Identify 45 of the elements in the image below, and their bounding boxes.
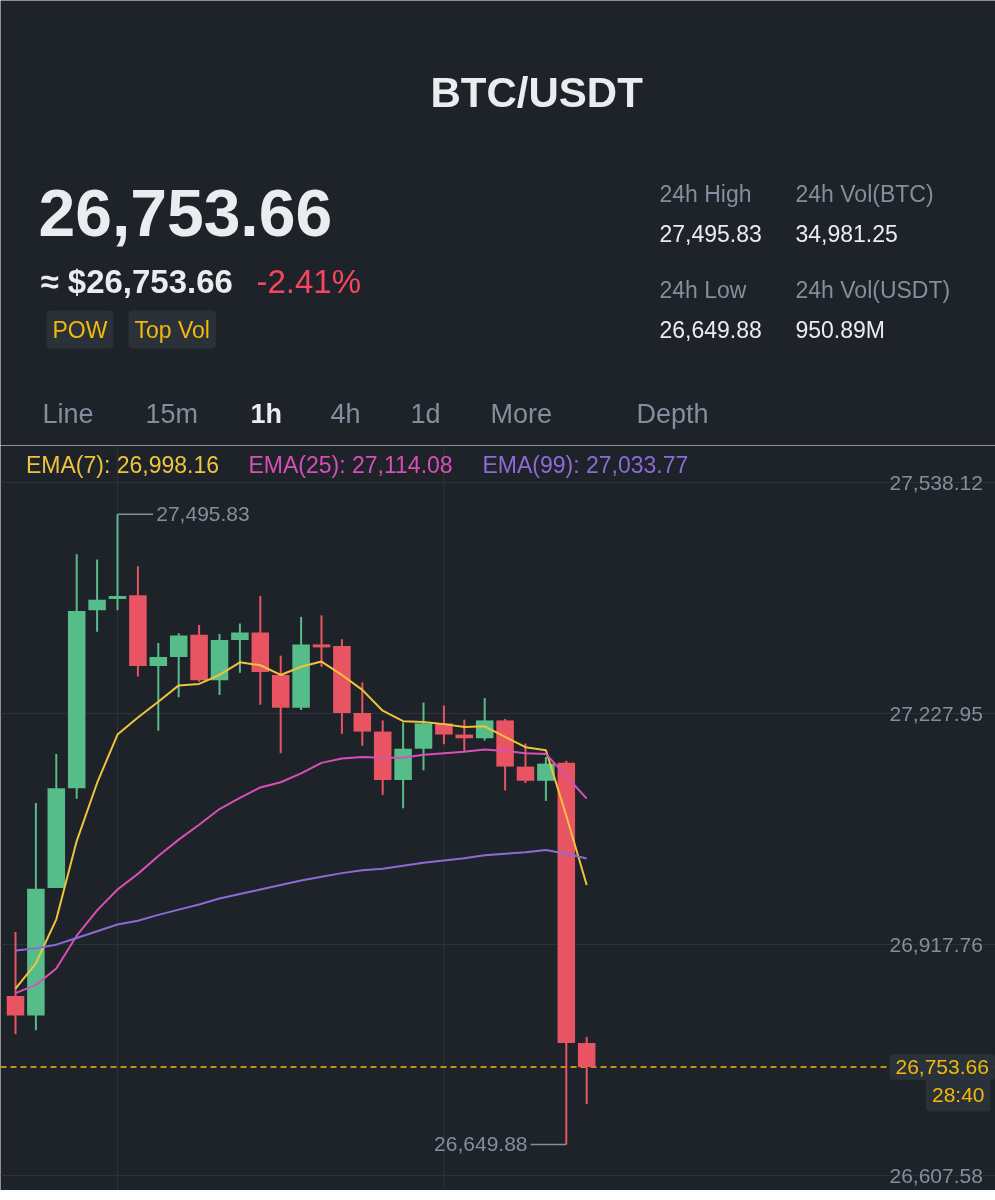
text: 24h Vol(USDT) <box>795 276 951 303</box>
text: 1h <box>250 398 283 429</box>
y-tick-label: 26,607.58 <box>889 1163 983 1187</box>
y-tick-label: 27,227.95 <box>889 701 983 725</box>
text: 34,981.25 <box>795 221 898 247</box>
text: 15m <box>145 398 199 429</box>
text: 24h Low <box>659 276 747 303</box>
line-series <box>14 748 588 995</box>
annotation: 26,649.88 <box>434 1132 528 1156</box>
ref-line-label: 26,753.66 <box>895 1055 989 1079</box>
line-series <box>14 660 588 990</box>
text: 950.89M <box>795 316 886 343</box>
text: 1d <box>410 398 441 429</box>
candlestick <box>169 632 188 699</box>
text: Line <box>42 398 94 429</box>
text: More <box>490 398 553 429</box>
text: 4h <box>330 398 361 429</box>
candlestick <box>231 622 249 674</box>
text: EMA(99): 27,033.77 <box>482 452 689 479</box>
annotation: 27,495.83 <box>156 502 250 526</box>
text: EMA(25): 27,114.08 <box>248 452 453 479</box>
text: 24h High <box>659 180 752 207</box>
text: Depth <box>636 398 709 429</box>
chart-title: BTC/USDT <box>430 69 644 116</box>
y-tick-label: 27,538.12 <box>889 470 983 494</box>
text: -2.41% <box>256 263 362 300</box>
candlestick <box>537 755 555 802</box>
text: Top Vol <box>134 316 210 343</box>
y-tick-label: 26,917.76 <box>889 932 983 956</box>
text: EMA(7): 26,998.16 <box>26 452 220 479</box>
text: 24h Vol(BTC) <box>795 180 934 207</box>
text: 27,495.83 <box>659 221 762 247</box>
candlestick <box>516 742 535 784</box>
text: 26,649.88 <box>659 317 762 343</box>
candlestick <box>88 558 106 633</box>
text: 28:40 <box>931 1082 985 1106</box>
line-series <box>14 849 588 952</box>
text: ≈ $26,753.66 <box>40 263 233 300</box>
chart-subtitle: 26,753.66 <box>38 175 333 250</box>
candlestick <box>353 681 372 747</box>
text: POW <box>52 316 108 343</box>
candlestick <box>6 930 25 1036</box>
candlestick <box>108 513 127 612</box>
candlestick <box>149 641 168 732</box>
candlestick <box>312 614 331 668</box>
